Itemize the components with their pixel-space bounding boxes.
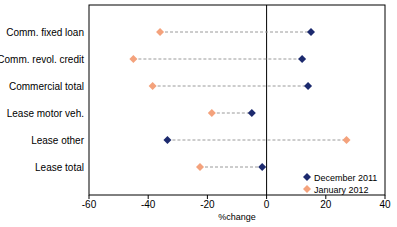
connector <box>153 86 308 87</box>
connector <box>167 140 346 141</box>
x-tick-label: 20 <box>320 199 332 210</box>
dot <box>248 109 256 117</box>
category-label: Comm. revol. credit <box>0 54 84 65</box>
dot <box>208 109 216 117</box>
legend-label: December 2011 <box>314 173 377 183</box>
dot <box>163 136 171 144</box>
zero-line <box>266 5 267 195</box>
x-tick-label: 0 <box>264 199 270 210</box>
dot <box>258 163 266 171</box>
dot <box>129 55 137 63</box>
x-tick-label: -20 <box>200 199 215 210</box>
category-label: Commercial total <box>9 81 84 92</box>
x-tick-label: -60 <box>82 199 97 210</box>
category-label: Lease total <box>35 162 84 173</box>
x-tick-label: 40 <box>379 199 391 210</box>
dot <box>307 28 315 36</box>
chart: -60 -40 -20 0 20 40 %change Comm. fixed loan Com… <box>0 0 397 227</box>
dot <box>343 136 351 144</box>
connector <box>133 59 302 60</box>
x-tick-label: -40 <box>141 199 156 210</box>
connector <box>160 32 311 33</box>
dot <box>304 82 312 90</box>
legend-label: January 2012 <box>314 185 369 195</box>
dot <box>156 28 164 36</box>
legend: December 2011 January 2012 <box>303 173 377 195</box>
plot-marks <box>129 28 350 171</box>
x-axis-label: %change <box>218 212 256 222</box>
dot <box>298 55 306 63</box>
category-label: Comm. fixed loan <box>6 27 84 38</box>
legend-marker <box>303 185 311 193</box>
legend-marker <box>303 173 311 181</box>
dot <box>196 163 204 171</box>
category-label: Lease motor veh. <box>7 108 84 119</box>
dot <box>149 82 157 90</box>
plot-frame <box>89 5 385 195</box>
connector <box>212 113 252 114</box>
category-label: Lease other <box>31 135 84 146</box>
connector <box>200 167 262 168</box>
